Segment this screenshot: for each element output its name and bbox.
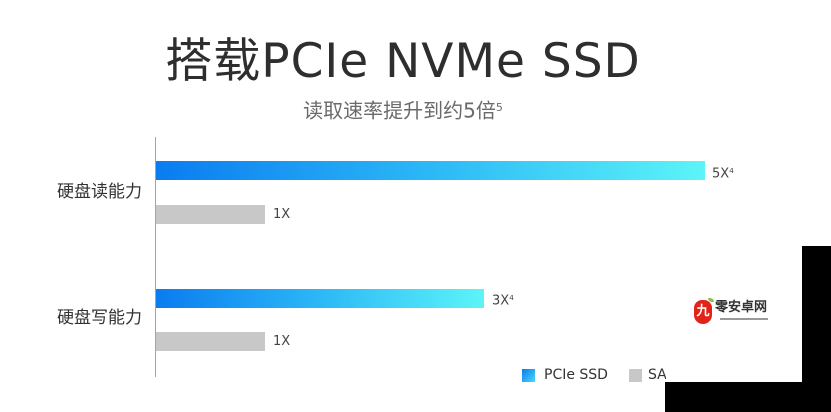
legend-swatch-sata xyxy=(629,369,642,382)
bar-write-sata xyxy=(156,332,265,351)
legend-label-sata: SA xyxy=(648,367,666,383)
legend-swatch-pcie xyxy=(522,369,535,382)
subtitle-footnote: 5 xyxy=(495,101,503,114)
bar-read-sata xyxy=(156,205,265,224)
value-label-write-pcie: 3X4 xyxy=(492,293,514,309)
category-label-write: 硬盘写能力 xyxy=(57,308,142,328)
watermark-badge-icon: 九 xyxy=(694,300,712,324)
watermark-name: 零安卓网 xyxy=(715,300,768,315)
bar-read-pcie xyxy=(156,161,705,180)
page-subtitle: 读取速率提升到约5倍5 xyxy=(0,94,806,125)
value-label-read-sata: 1X xyxy=(273,207,291,222)
watermark-subline xyxy=(720,318,768,320)
legend-label-pcie: PCIe SSD xyxy=(544,367,608,383)
value-label-read-pcie: 5X4 xyxy=(712,166,734,182)
black-border-bottom xyxy=(665,382,831,412)
value-label-write-sata: 1X xyxy=(273,334,291,349)
page-title: 搭载PCIe NVMe SSD xyxy=(165,34,641,89)
subtitle-text: 读取速率提升到约5倍 xyxy=(303,98,496,123)
watermark-logo: 九 零安卓网 xyxy=(694,298,774,326)
category-label-read: 硬盘读能力 xyxy=(57,182,142,202)
leaf-icon xyxy=(708,298,714,302)
bar-write-pcie xyxy=(156,289,484,308)
y-axis-line xyxy=(155,137,156,377)
